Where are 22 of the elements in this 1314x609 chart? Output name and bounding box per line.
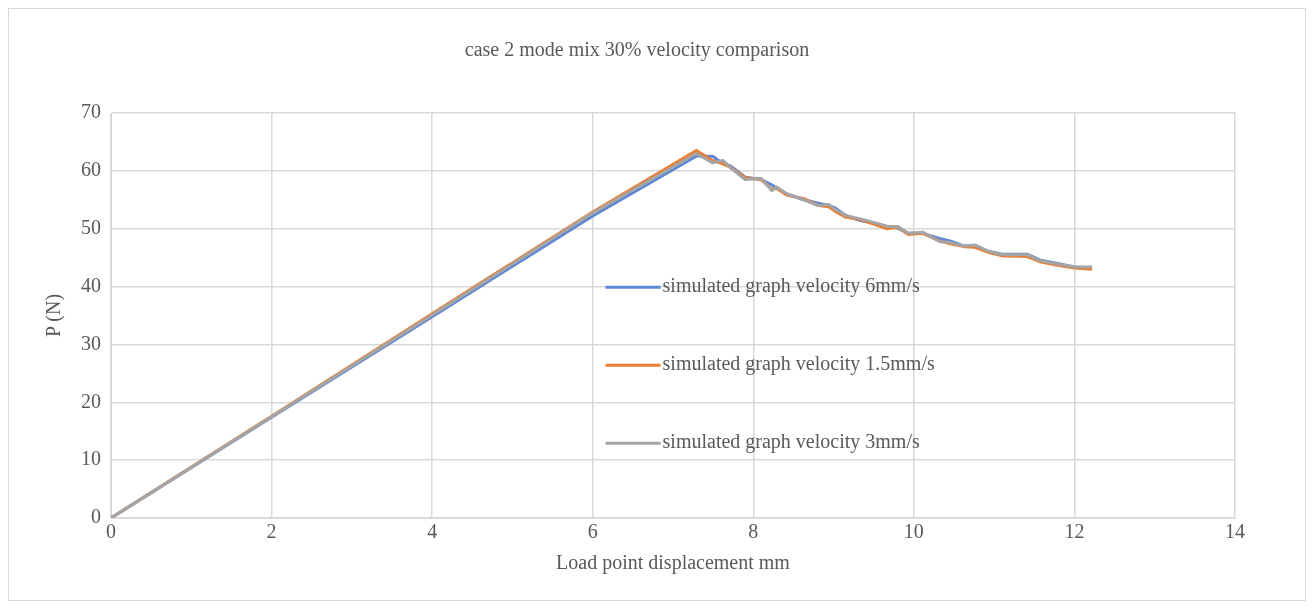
x-tick-label: 4 [427, 520, 438, 543]
x-tick-label: 0 [106, 520, 116, 543]
y-tick-label: 0 [91, 505, 101, 528]
x-tick-label: 2 [266, 520, 277, 543]
y-tick-label: 60 [81, 158, 101, 181]
x-tick-label: 10 [903, 520, 924, 543]
x-axis-title: Load point displacement mm [556, 551, 791, 575]
x-tick-label: 14 [1225, 520, 1245, 543]
y-tick-label: 20 [81, 389, 101, 412]
legend-label: simulated graph velocity 6mm/s [662, 274, 920, 298]
x-tick-label: 8 [748, 520, 759, 543]
chart-title: case 2 mode mix 30% velocity comparison [464, 38, 810, 62]
x-tick-label: 12 [1064, 520, 1085, 543]
y-tick-label: 30 [81, 331, 101, 354]
legend-label: simulated graph velocity 1.5mm/s [662, 352, 935, 376]
x-tick-label: 6 [587, 520, 598, 543]
y-tick-label: 10 [81, 447, 101, 470]
y-axis-title: P (N) [42, 293, 66, 338]
y-tick-label: 40 [81, 273, 101, 296]
y-tick-label: 70 [81, 100, 101, 123]
legend-label: simulated graph velocity 3mm/s [662, 430, 920, 454]
y-tick-label: 50 [81, 215, 101, 238]
